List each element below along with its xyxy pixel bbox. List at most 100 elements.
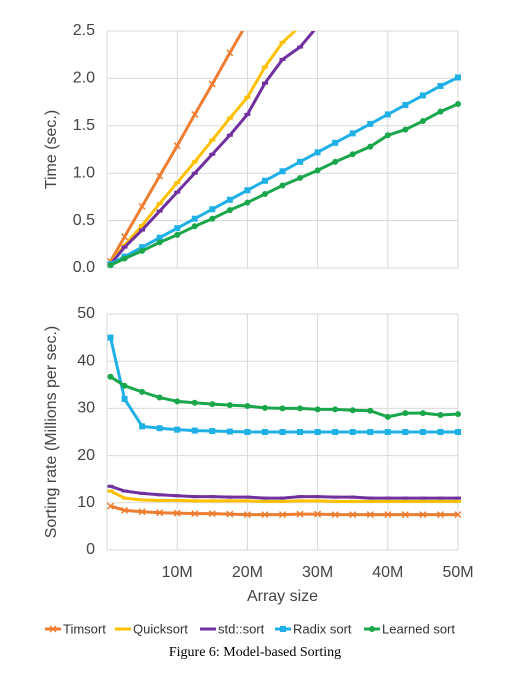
- marker: [332, 406, 339, 413]
- marker: [297, 158, 304, 165]
- marker: [332, 139, 339, 146]
- marker: [121, 382, 128, 389]
- marker: [437, 412, 444, 419]
- marker: [437, 82, 444, 89]
- marker: [401, 511, 409, 519]
- marker: [366, 511, 374, 519]
- marker: [226, 402, 233, 409]
- marker: [314, 406, 321, 413]
- marker: [402, 126, 409, 133]
- marker: [419, 410, 426, 417]
- marker: [297, 429, 304, 435]
- marker: [156, 394, 163, 401]
- marker: [156, 425, 163, 432]
- marker: [174, 225, 181, 232]
- marker: [367, 429, 374, 435]
- marker: [419, 118, 426, 125]
- y-axis-label: Sorting rate (Millions per sec.): [43, 326, 60, 539]
- legend-label: Timsort: [63, 621, 106, 636]
- marker: [243, 511, 251, 519]
- y-tick-label: 1.0: [73, 164, 95, 181]
- marker: [314, 167, 321, 174]
- marker: [261, 191, 268, 198]
- marker: [455, 411, 461, 418]
- legend-item: Quicksort: [115, 621, 188, 636]
- marker: [279, 405, 286, 412]
- marker: [297, 174, 304, 181]
- marker: [156, 509, 164, 517]
- marker: [173, 509, 181, 517]
- marker: [314, 429, 321, 435]
- marker: [384, 413, 391, 420]
- marker: [107, 262, 114, 269]
- x-axis-label: Array size: [247, 588, 318, 605]
- y-tick-label: 30: [77, 400, 95, 417]
- marker: [244, 19, 250, 25]
- marker: [191, 427, 198, 434]
- caption: Figure 6: Model-based Sorting: [169, 645, 341, 660]
- marker: [107, 334, 114, 341]
- x-tick-label: 10M: [162, 564, 193, 581]
- marker: [121, 506, 129, 514]
- marker: [331, 511, 339, 519]
- marker: [191, 510, 199, 518]
- marker: [349, 511, 357, 519]
- marker: [349, 429, 356, 435]
- marker: [107, 373, 114, 380]
- legend-item: Learned sort: [364, 621, 455, 636]
- marker: [106, 502, 115, 510]
- y-tick-label: 20: [77, 447, 95, 464]
- y-tick-label: 1.5: [73, 117, 95, 134]
- marker: [455, 429, 461, 435]
- legend-item: Radix sort: [275, 621, 352, 636]
- marker: [174, 426, 181, 433]
- y-tick-label: 40: [77, 352, 95, 369]
- legend-marker: [280, 626, 286, 632]
- x-tick-label: 20M: [232, 564, 263, 581]
- marker: [139, 247, 146, 254]
- marker: [209, 428, 216, 435]
- marker: [349, 151, 356, 158]
- marker: [419, 92, 426, 99]
- legend-item: std::sort: [200, 621, 265, 636]
- marker: [209, 401, 216, 408]
- marker: [174, 398, 181, 405]
- marker: [191, 223, 198, 230]
- marker: [121, 395, 128, 402]
- marker: [436, 511, 444, 519]
- marker: [384, 429, 391, 435]
- marker: [226, 196, 233, 203]
- marker: [156, 234, 163, 241]
- legend-marker: [49, 625, 57, 633]
- marker: [191, 215, 198, 222]
- marker: [244, 429, 251, 435]
- series-line: [109, 337, 458, 434]
- marker: [349, 130, 356, 137]
- series-line: [109, 31, 298, 265]
- marker: [138, 202, 146, 210]
- y-tick-label: 10: [77, 494, 95, 511]
- marker: [139, 423, 146, 430]
- marker: [191, 399, 198, 406]
- y-tick-label: 0: [86, 541, 95, 558]
- marker: [139, 244, 146, 251]
- marker: [402, 410, 409, 417]
- marker: [279, 429, 286, 435]
- legend-marker: [369, 626, 375, 632]
- marker: [419, 429, 426, 435]
- legend-label: Learned sort: [382, 621, 455, 636]
- marker: [208, 80, 216, 88]
- x-tick-label: 50M: [442, 564, 473, 581]
- marker: [173, 142, 181, 150]
- marker: [244, 187, 251, 194]
- marker: [367, 120, 374, 127]
- marker: [384, 511, 392, 519]
- legend-label: Quicksort: [133, 621, 188, 636]
- marker: [367, 407, 374, 414]
- marker: [226, 207, 233, 214]
- marker: [349, 407, 356, 414]
- y-tick-label: 2.0: [73, 70, 95, 87]
- marker: [209, 215, 216, 222]
- legend-label: std::sort: [218, 621, 265, 636]
- x-tick-label: 30M: [302, 564, 333, 581]
